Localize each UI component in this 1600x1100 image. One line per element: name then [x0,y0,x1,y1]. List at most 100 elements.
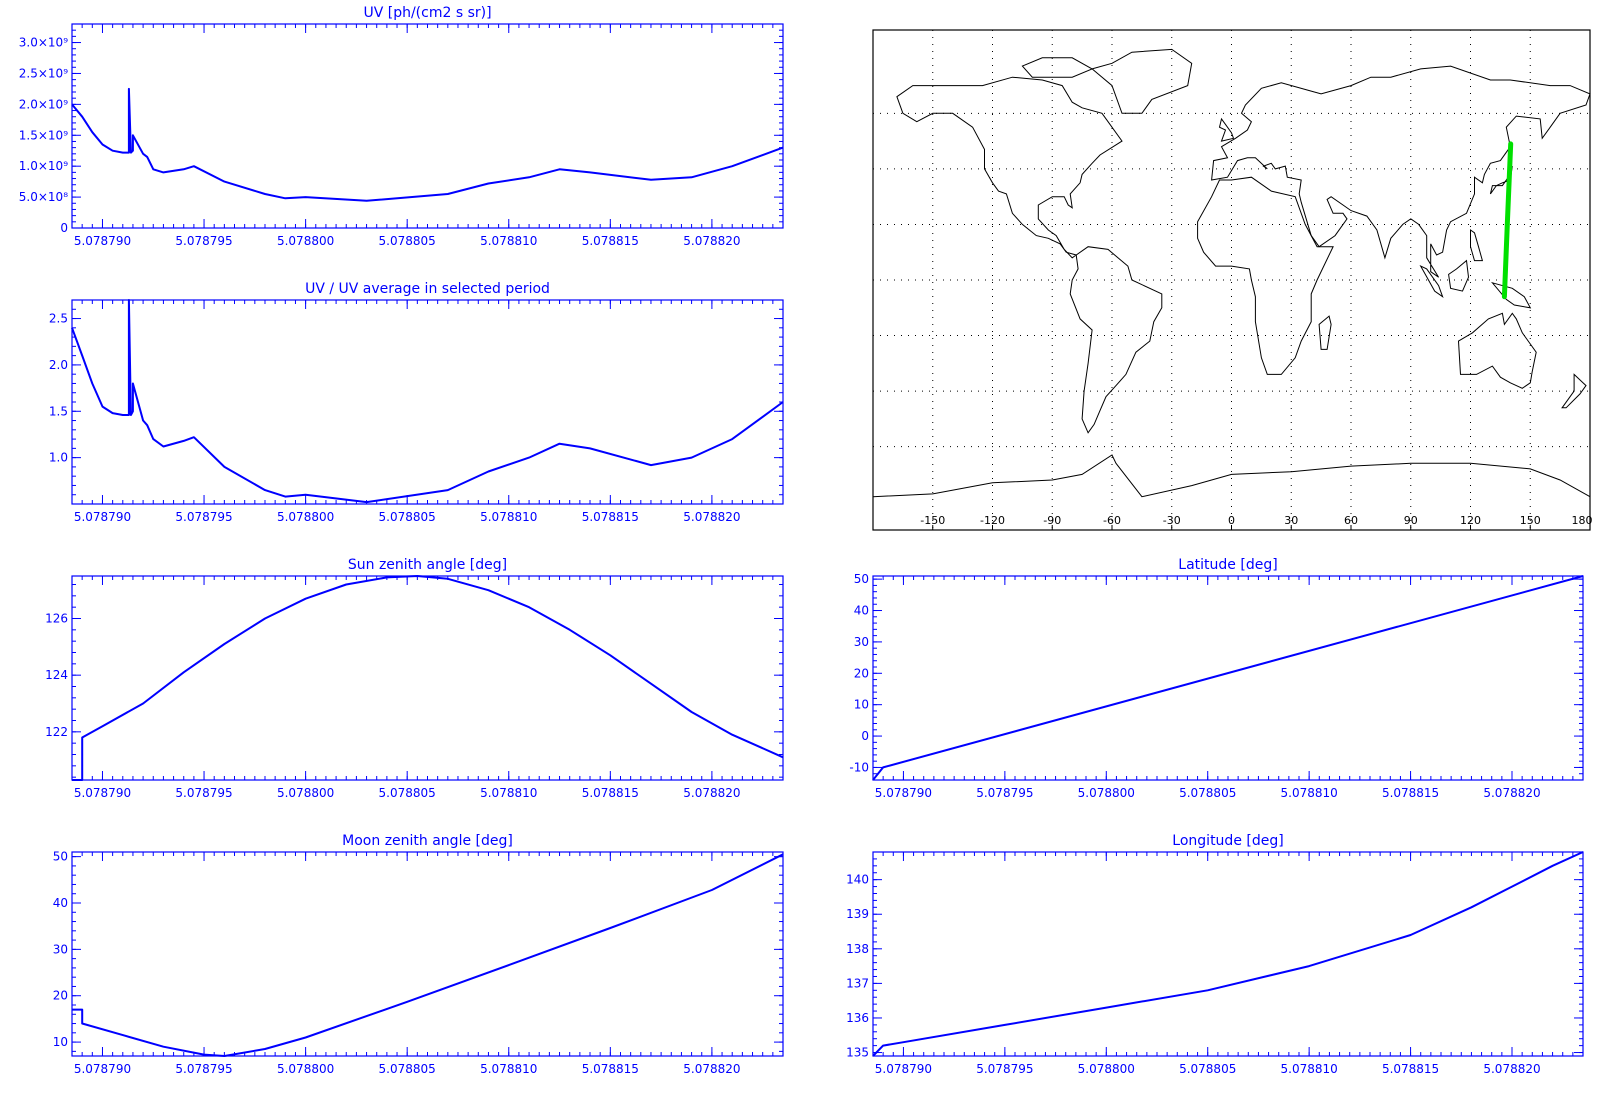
eurasia-outline [1211,65,1591,278]
lat-y-tick-label: 10 [854,698,869,712]
mza-y-tick-label: 10 [53,1035,68,1049]
lat-y-tick-label: 30 [854,635,869,649]
mza-x-tick-label: 5.078815 [582,1062,639,1076]
sza-x-tick-label: 5.078810 [480,786,537,800]
uv-x-tick-label: 5.078805 [379,234,436,248]
lon-y-tick-label: 138 [846,942,869,956]
uv-ratio-title: UV / UV average in selected period [305,281,550,297]
uv-y-tick-label: 5.0×10⁸ [19,190,68,204]
mza-frame [71,851,784,1057]
map-lon-label: -150 [920,514,945,527]
uvavg-frame [71,299,784,505]
sumatra-outline [1419,264,1444,299]
lon-series-line [872,851,1584,1057]
uvavg-x-tick-label: 5.078810 [480,510,537,524]
lon-x-tick-label: 5.078820 [1483,1062,1540,1076]
sza-x-tick-label: 5.078795 [175,786,232,800]
borneo-outline [1448,259,1470,292]
uv-title: UV [ph/(cm2 s sr)] [363,5,491,21]
uvavg-x-tick-label: 5.078815 [582,510,639,524]
uv-x-tick-label: 5.078810 [480,234,537,248]
lat-frame [872,575,1584,781]
sun-zenith-panel: Sun zenith angle [deg] 5.078790 5.078795 5… [45,557,784,800]
mza-y-tick-label: 40 [53,896,68,910]
uv-y-tick-label: 0 [60,221,68,235]
sza-x-tick-label: 5.078815 [582,786,639,800]
sun-zenith-title: Sun zenith angle [deg] [348,557,507,573]
longitude-title: Longitude [deg] [1172,833,1283,849]
uv-y-tick-label: 1.5×10⁹ [19,128,68,142]
sza-x-tick-label: 5.078805 [379,786,436,800]
uv-panel: UV [ph/(cm2 s sr)] 5.078790 5.078795 5.078… [19,5,784,248]
world-map-panel: -150 -120 -90 -60 -30 0 30 60 90 120 150 180 [872,29,1593,531]
uv-x-tick-label: 5.078790 [74,234,131,248]
ground-track-line [1501,141,1514,300]
lon-x-tick-label: 5.078805 [1179,1062,1236,1076]
uv-x-tick-label: 5.078795 [175,234,232,248]
map-lon-label: 0 [1228,514,1235,527]
lat-y-tick-label: 0 [861,729,869,743]
uv-x-tick-label: 5.078815 [582,234,639,248]
north-america-outline [896,76,1123,259]
uv-y-tick-label: 2.0×10⁹ [19,97,68,111]
lon-y-tick-label: 139 [846,907,869,921]
south-america-outline [1069,246,1163,434]
lon-y-tick-label: 140 [846,873,869,887]
lat-y-tick-label: 40 [854,604,869,618]
antarctica-outline [872,454,1591,498]
mza-x-tick-label: 5.078795 [175,1062,232,1076]
uv-series-line [71,87,784,202]
lat-y-tick-label: 20 [854,666,869,680]
uvavg-y-tick-label: 1.0 [49,451,68,465]
lon-y-tick-label: 137 [846,976,869,990]
lat-x-tick-label: 5.078815 [1382,786,1439,800]
uvavg-series-line [71,299,784,504]
map-lon-label: -90 [1043,514,1061,527]
map-lon-label: 150 [1520,514,1541,527]
longitude-panel: Longitude [deg] 5.078790 5.078795 5.078800… [846,833,1584,1076]
moon-zenith-panel: Moon zenith angle [deg] 5.078790 5.078795… [53,833,784,1076]
mza-y-tick-label: 20 [53,989,68,1003]
lat-y-tick-label: -10 [849,760,869,774]
map-lon-label: 60 [1344,514,1358,527]
madagascar-outline [1318,315,1332,350]
uvavg-x-tick-label: 5.078820 [683,510,740,524]
lat-x-tick-label: 5.078795 [976,786,1033,800]
uv-frame [71,23,784,229]
uvavg-x-tick-label: 5.078805 [379,510,436,524]
uv-x-tick-label: 5.078820 [683,234,740,248]
uv-y-tick-label: 2.5×10⁹ [19,66,68,80]
lat-y-tick-label: 50 [854,572,869,586]
sza-y-tick-label: 124 [45,668,68,682]
sza-x-tick-label: 5.078820 [683,786,740,800]
new-zealand-outline [1561,373,1587,409]
map-lon-label: 180 [1572,514,1593,527]
africa-outline [1197,176,1334,375]
mza-x-tick-label: 5.078805 [379,1062,436,1076]
sza-x-tick-label: 5.078800 [277,786,334,800]
mza-x-tick-label: 5.078790 [74,1062,131,1076]
new-guinea-outline [1490,281,1532,309]
uvavg-x-tick-label: 5.078790 [74,510,131,524]
sza-frame [71,575,784,781]
lat-series-line [872,575,1584,781]
lon-x-tick-label: 5.078790 [875,1062,932,1076]
lon-y-tick-label: 135 [846,1046,869,1060]
mza-x-tick-label: 5.078800 [277,1062,334,1076]
latitude-panel: Latitude [deg] 5.078790 5.078795 5.078800 5… [849,557,1584,800]
lon-y-tick-label: 136 [846,1011,869,1025]
canadian-arctic-outline [1021,57,1094,78]
britain-outline [1218,117,1235,142]
map-lon-label: -30 [1163,514,1181,527]
map-lon-label: 30 [1284,514,1298,527]
mza-y-tick-label: 50 [53,850,68,864]
mza-x-tick-label: 5.078820 [683,1062,740,1076]
uv-y-tick-label: 1.0×10⁹ [19,159,68,173]
moon-zenith-title: Moon zenith angle [deg] [342,833,513,849]
australia-outline [1457,312,1537,389]
map-lon-label: 120 [1460,514,1481,527]
uvavg-x-tick-label: 5.078800 [277,510,334,524]
uv-ratio-panel: UV / UV average in selected period 5.078… [49,281,784,524]
uvavg-y-tick-label: 1.5 [49,404,68,418]
